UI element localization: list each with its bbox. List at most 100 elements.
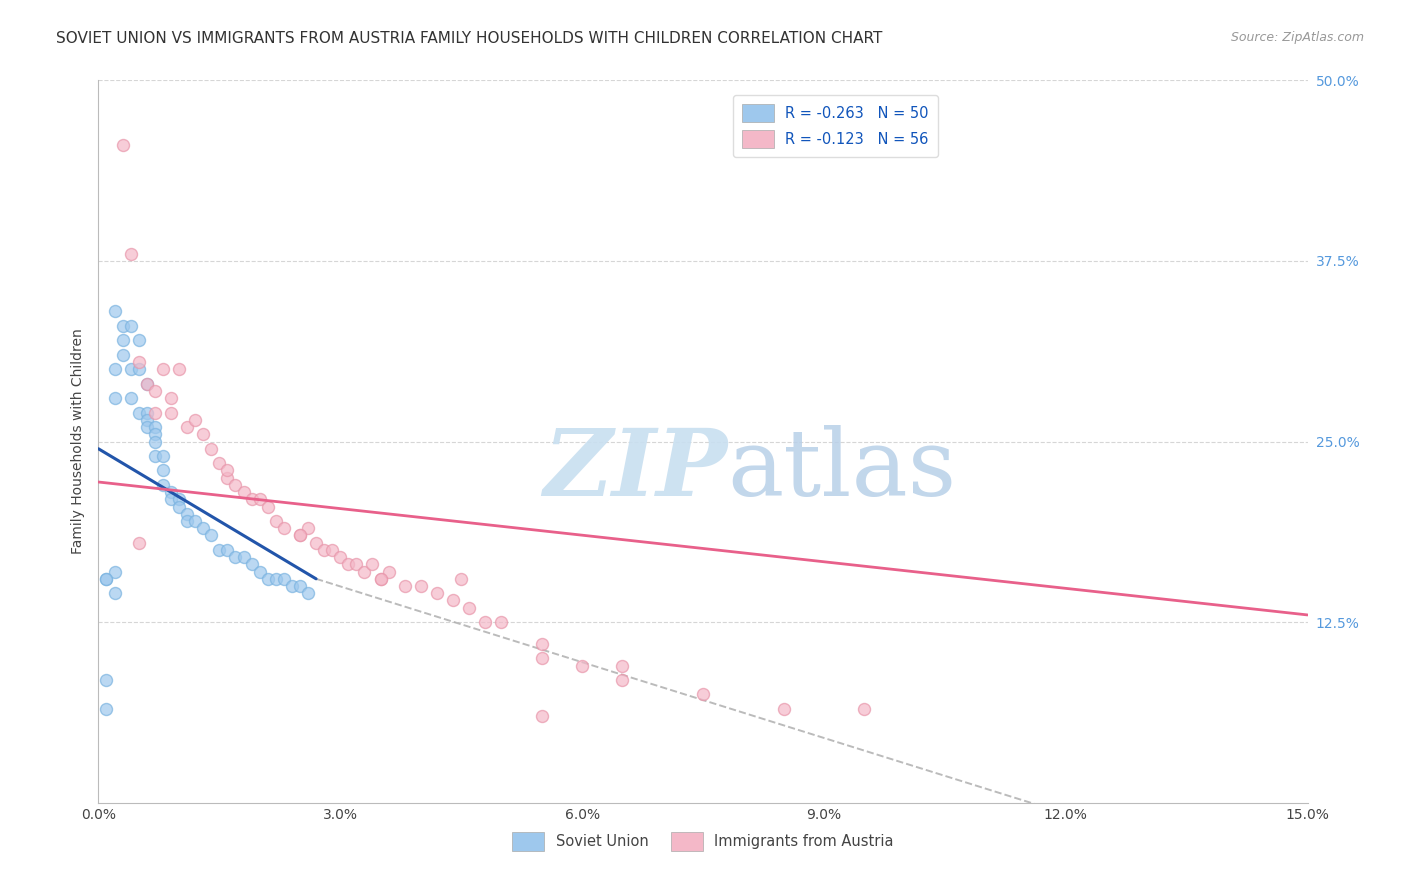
Point bbox=[240, 558, 263, 572]
Text: Source: ZipAtlas.com: Source: ZipAtlas.com bbox=[1230, 31, 1364, 45]
Point bbox=[491, 615, 513, 630]
Text: ZIP: ZIP bbox=[543, 425, 727, 516]
Point bbox=[128, 355, 150, 369]
Point bbox=[249, 565, 271, 579]
Point bbox=[135, 376, 157, 391]
Point bbox=[474, 615, 496, 630]
Point bbox=[249, 492, 271, 507]
Point bbox=[184, 413, 207, 427]
Point bbox=[264, 514, 287, 528]
Point bbox=[111, 334, 134, 348]
Point bbox=[167, 362, 190, 376]
Point bbox=[256, 500, 278, 514]
Point bbox=[143, 384, 166, 398]
Point bbox=[200, 442, 222, 456]
Point bbox=[288, 528, 311, 542]
Point bbox=[160, 485, 183, 500]
Point bbox=[208, 542, 231, 557]
Point bbox=[193, 521, 215, 535]
Point bbox=[160, 406, 183, 420]
Point bbox=[329, 550, 352, 565]
Point bbox=[458, 600, 481, 615]
Point bbox=[135, 420, 157, 434]
Point bbox=[217, 463, 239, 477]
Point bbox=[361, 558, 384, 572]
Point bbox=[273, 521, 295, 535]
Point bbox=[305, 535, 328, 549]
Point bbox=[135, 413, 157, 427]
Point bbox=[256, 572, 278, 586]
Point bbox=[297, 521, 319, 535]
Point bbox=[232, 550, 254, 565]
Point bbox=[128, 535, 150, 549]
Point bbox=[288, 579, 311, 593]
Point bbox=[530, 637, 553, 651]
Point bbox=[111, 138, 134, 153]
Point bbox=[344, 558, 367, 572]
Point bbox=[143, 449, 166, 463]
Y-axis label: Family Households with Children: Family Households with Children bbox=[72, 328, 86, 555]
Point bbox=[321, 542, 343, 557]
Point bbox=[128, 406, 150, 420]
Point bbox=[370, 572, 392, 586]
Point bbox=[612, 658, 634, 673]
Point bbox=[143, 427, 166, 442]
Point bbox=[152, 449, 174, 463]
Point bbox=[772, 702, 794, 716]
Point bbox=[103, 565, 125, 579]
Point bbox=[853, 702, 876, 716]
Point bbox=[152, 463, 174, 477]
Point bbox=[128, 362, 150, 376]
Point bbox=[232, 485, 254, 500]
Legend: Soviet Union, Immigrants from Austria: Soviet Union, Immigrants from Austria bbox=[506, 827, 900, 857]
Point bbox=[409, 579, 432, 593]
Point bbox=[160, 391, 183, 405]
Point bbox=[193, 427, 215, 442]
Point bbox=[152, 362, 174, 376]
Point bbox=[103, 304, 125, 318]
Point bbox=[273, 572, 295, 586]
Point bbox=[441, 593, 464, 607]
Point bbox=[337, 558, 360, 572]
Point bbox=[530, 651, 553, 665]
Point bbox=[167, 492, 190, 507]
Point bbox=[96, 572, 118, 586]
Point bbox=[111, 348, 134, 362]
Point bbox=[167, 500, 190, 514]
Point bbox=[530, 709, 553, 723]
Point bbox=[96, 702, 118, 716]
Point bbox=[143, 420, 166, 434]
Point bbox=[208, 456, 231, 470]
Point bbox=[120, 318, 142, 333]
Point bbox=[200, 528, 222, 542]
Point bbox=[160, 492, 183, 507]
Point bbox=[394, 579, 416, 593]
Point bbox=[143, 406, 166, 420]
Point bbox=[120, 246, 142, 260]
Text: SOVIET UNION VS IMMIGRANTS FROM AUSTRIA FAMILY HOUSEHOLDS WITH CHILDREN CORRELAT: SOVIET UNION VS IMMIGRANTS FROM AUSTRIA … bbox=[56, 31, 883, 46]
Point bbox=[184, 514, 207, 528]
Point bbox=[281, 579, 304, 593]
Point bbox=[128, 334, 150, 348]
Point bbox=[111, 318, 134, 333]
Point bbox=[692, 687, 714, 701]
Point bbox=[224, 550, 246, 565]
Point bbox=[120, 362, 142, 376]
Point bbox=[297, 586, 319, 600]
Point bbox=[103, 362, 125, 376]
Point bbox=[612, 673, 634, 687]
Point bbox=[377, 565, 399, 579]
Point bbox=[96, 572, 118, 586]
Point bbox=[224, 478, 246, 492]
Point bbox=[450, 572, 472, 586]
Point bbox=[135, 406, 157, 420]
Point bbox=[288, 528, 311, 542]
Point bbox=[120, 391, 142, 405]
Point bbox=[135, 376, 157, 391]
Point bbox=[217, 470, 239, 484]
Point bbox=[152, 478, 174, 492]
Point bbox=[426, 586, 449, 600]
Point bbox=[176, 514, 198, 528]
Point bbox=[143, 434, 166, 449]
Point bbox=[103, 391, 125, 405]
